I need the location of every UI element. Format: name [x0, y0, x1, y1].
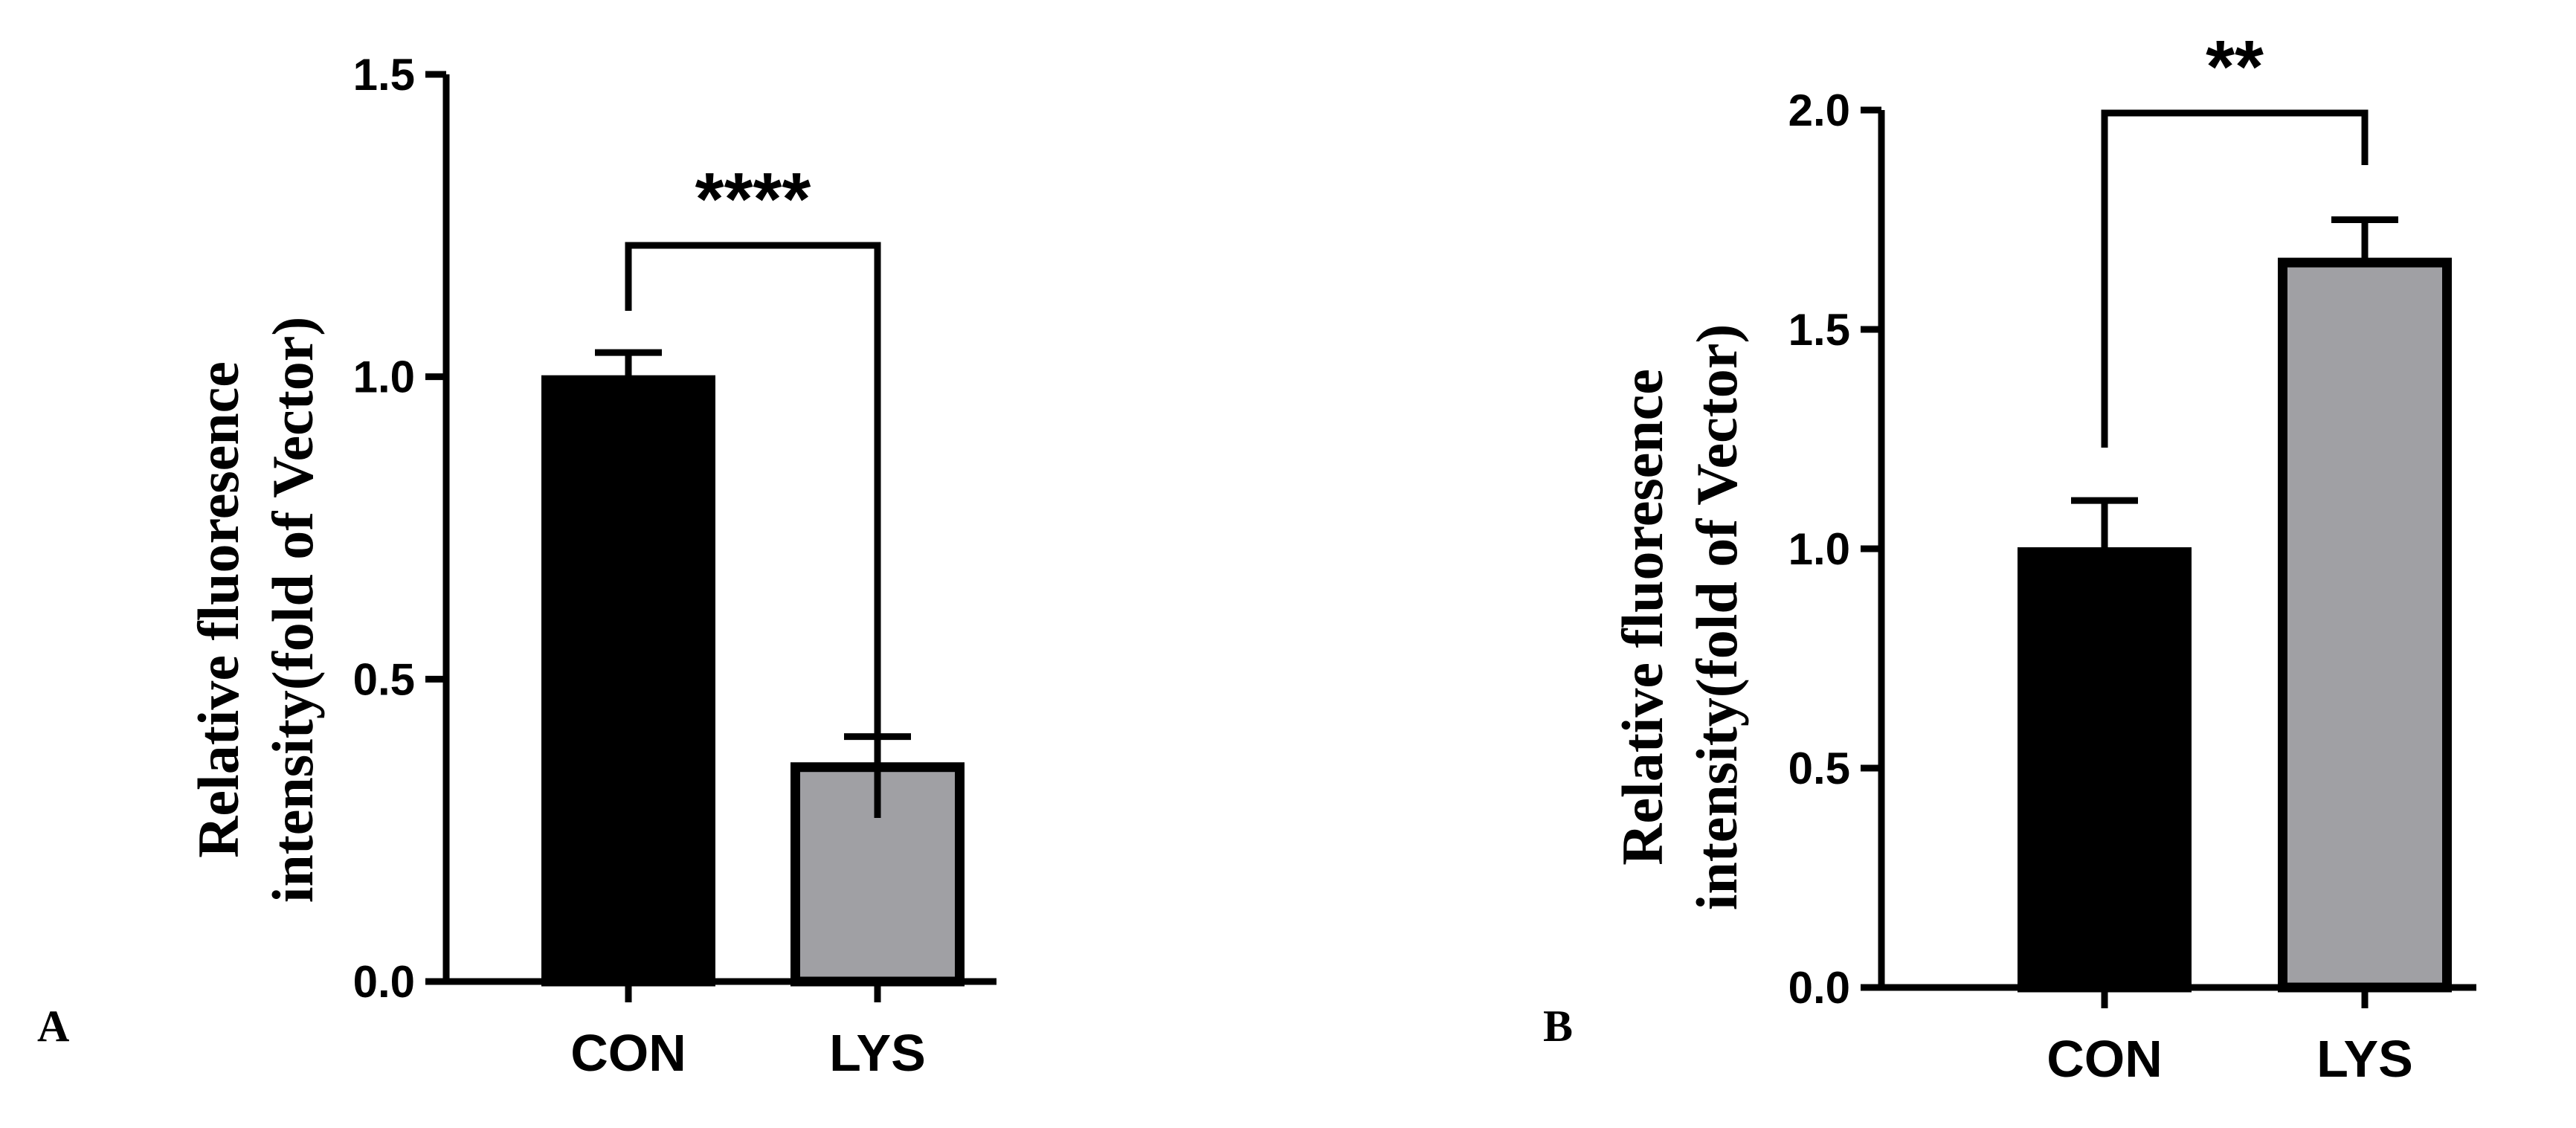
panel-a-y-axis-title: Relative fluoresence intensity(fold of V…: [186, 317, 325, 903]
panel-a-x-tick-label-1: LYS: [829, 1024, 926, 1082]
chart-panel-a: A Relative fluoresence intensity(fold of…: [37, 50, 996, 1082]
panel-b-y-axis-title: Relative fluoresence intensity(fold of V…: [1610, 324, 1749, 911]
panel-b-significance-bracket: [2101, 109, 2369, 448]
panel-a-y-tick-label-1: 0.5: [353, 654, 415, 704]
panel-b-ylabel-line2: intensity(fold of Vector): [1684, 324, 1749, 911]
panel-a-y-tick-label-3: 1.5: [353, 50, 415, 100]
panel-b-bar-con: [2018, 547, 2192, 993]
panel-a-label: A: [37, 1002, 69, 1051]
panel-b-y-tick-label-2: 1.0: [1788, 524, 1850, 574]
panel-b-y-tick-label-0: 0.0: [1788, 963, 1850, 1013]
panel-b-x-tick-label-0: CON: [2047, 1030, 2163, 1088]
panel-b-significance-label: **: [2206, 25, 2264, 109]
panel-a-x-tick-label-0: CON: [570, 1024, 686, 1082]
panel-b-y-tick-label-1: 0.5: [1788, 744, 1850, 793]
panel-b-y-tick-label-3: 1.5: [1788, 305, 1850, 355]
panel-b-y-tick-label-4: 2.0: [1788, 86, 1850, 135]
chart-panel-b: B Relative fluoresence intensity(fold of…: [1543, 25, 2476, 1088]
panel-a-bar-con: [541, 375, 715, 987]
panel-b-ylabel-line1: Relative fluoresence: [1610, 369, 1675, 866]
panel-a-significance-label: ****: [695, 158, 811, 241]
panel-b-bar-lys: [2278, 257, 2452, 993]
panel-b-label: B: [1543, 1002, 1573, 1051]
panel-a-y-tick-label-0: 0.0: [353, 957, 415, 1007]
panel-a-significance-bracket: [625, 242, 881, 818]
panel-a-ylabel-line2: intensity(fold of Vector): [260, 317, 325, 903]
panel-a-y-tick-label-2: 1.0: [353, 352, 415, 402]
panel-b-x-tick-label-1: LYS: [2316, 1030, 2413, 1088]
panel-a-ylabel-line1: Relative fluoresence: [186, 361, 251, 858]
